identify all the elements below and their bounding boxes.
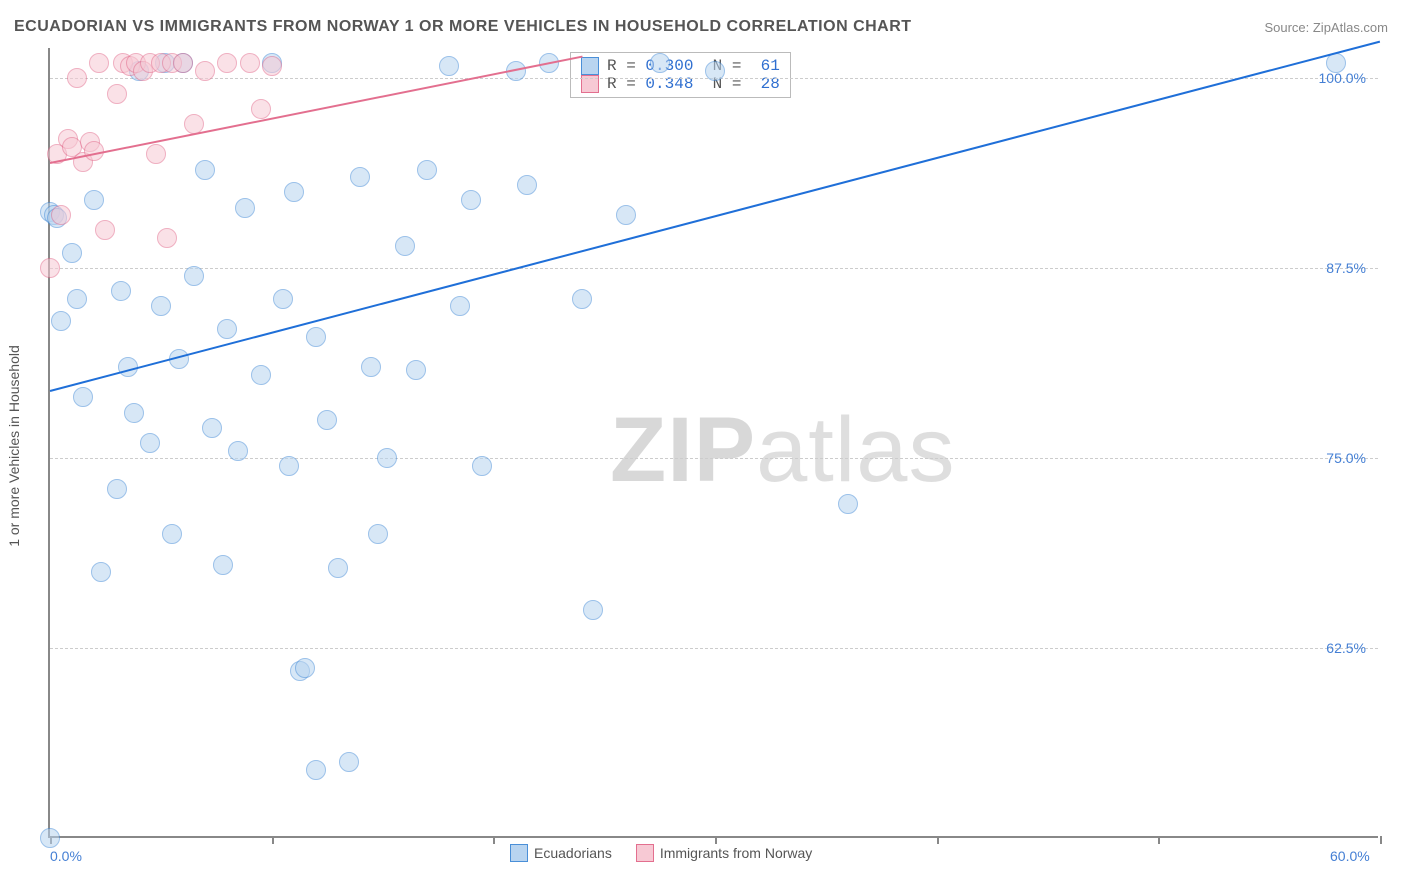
data-point [217, 319, 237, 339]
data-point [217, 53, 237, 73]
data-point [251, 365, 271, 385]
data-point [262, 56, 282, 76]
data-point [107, 479, 127, 499]
watermark: ZIPatlas [610, 398, 955, 503]
x-tick-label: 0.0% [50, 848, 82, 864]
data-point [146, 144, 166, 164]
data-point [406, 360, 426, 380]
data-point [40, 828, 60, 848]
legend-swatch-icon [636, 844, 654, 862]
data-point [195, 160, 215, 180]
data-point [162, 524, 182, 544]
source-label: Source: [1264, 20, 1312, 35]
x-tick [493, 836, 495, 844]
data-point [240, 53, 260, 73]
data-point [95, 220, 115, 240]
y-tick-label: 75.0% [1326, 450, 1366, 466]
data-point [650, 53, 670, 73]
data-point [184, 266, 204, 286]
data-point [67, 289, 87, 309]
legend-swatch-icon [581, 57, 599, 75]
watermark-bold: ZIP [610, 399, 756, 501]
data-point [279, 456, 299, 476]
data-point [417, 160, 437, 180]
data-point [173, 53, 193, 73]
data-point [377, 448, 397, 468]
data-point [67, 68, 87, 88]
data-point [306, 327, 326, 347]
data-point [461, 190, 481, 210]
y-tick-label: 87.5% [1326, 260, 1366, 276]
data-point [450, 296, 470, 316]
stats-row: R = 0.300 N = 61 [581, 57, 780, 75]
data-point [124, 403, 144, 423]
legend-label: Immigrants from Norway [660, 845, 812, 861]
y-axis-label: 1 or more Vehicles in Household [6, 345, 22, 547]
legend-item: Ecuadorians [510, 844, 612, 862]
data-point [328, 558, 348, 578]
chart-title: ECUADORIAN VS IMMIGRANTS FROM NORWAY 1 O… [14, 18, 912, 36]
data-point [107, 84, 127, 104]
data-point [1326, 53, 1346, 73]
data-point [195, 61, 215, 81]
data-point [395, 236, 415, 256]
data-point [228, 441, 248, 461]
data-point [306, 760, 326, 780]
data-point [361, 357, 381, 377]
data-point [62, 243, 82, 263]
data-point [151, 296, 171, 316]
data-point [140, 433, 160, 453]
data-point [350, 167, 370, 187]
data-point [273, 289, 293, 309]
data-point [368, 524, 388, 544]
x-tick-label: 60.0% [1330, 848, 1370, 864]
x-tick [272, 836, 274, 844]
data-point [517, 175, 537, 195]
y-tick-label: 62.5% [1326, 640, 1366, 656]
data-point [84, 190, 104, 210]
y-tick-label: 100.0% [1319, 70, 1366, 86]
source-value: ZipAtlas.com [1313, 20, 1388, 35]
x-tick [715, 836, 717, 844]
data-point [202, 418, 222, 438]
data-point [616, 205, 636, 225]
data-point [51, 205, 71, 225]
data-point [295, 658, 315, 678]
data-point [572, 289, 592, 309]
data-point [91, 562, 111, 582]
x-tick [937, 836, 939, 844]
data-point [439, 56, 459, 76]
data-point [583, 600, 603, 620]
data-point [472, 456, 492, 476]
gridline [50, 648, 1378, 649]
data-point [111, 281, 131, 301]
correlation-stats-box: R = 0.300 N = 61R = 0.348 N = 28 [570, 52, 791, 98]
data-point [40, 258, 60, 278]
series-legend: Ecuadorians Immigrants from Norway [510, 844, 812, 862]
data-point [235, 198, 255, 218]
x-tick [1158, 836, 1160, 844]
watermark-rest: atlas [756, 399, 955, 501]
data-point [73, 387, 93, 407]
legend-swatch-icon [510, 844, 528, 862]
source-attribution: Source: ZipAtlas.com [1264, 20, 1388, 35]
data-point [89, 53, 109, 73]
gridline [50, 458, 1378, 459]
data-point [317, 410, 337, 430]
data-point [251, 99, 271, 119]
data-point [213, 555, 233, 575]
scatter-plot-area: ZIPatlas R = 0.300 N = 61R = 0.348 N = 2… [48, 48, 1378, 838]
data-point [339, 752, 359, 772]
legend-label: Ecuadorians [534, 845, 612, 861]
legend-item: Immigrants from Norway [636, 844, 812, 862]
data-point [51, 311, 71, 331]
data-point [157, 228, 177, 248]
gridline [50, 268, 1378, 269]
data-point [705, 61, 725, 81]
data-point [284, 182, 304, 202]
x-tick [1380, 836, 1382, 844]
data-point [838, 494, 858, 514]
